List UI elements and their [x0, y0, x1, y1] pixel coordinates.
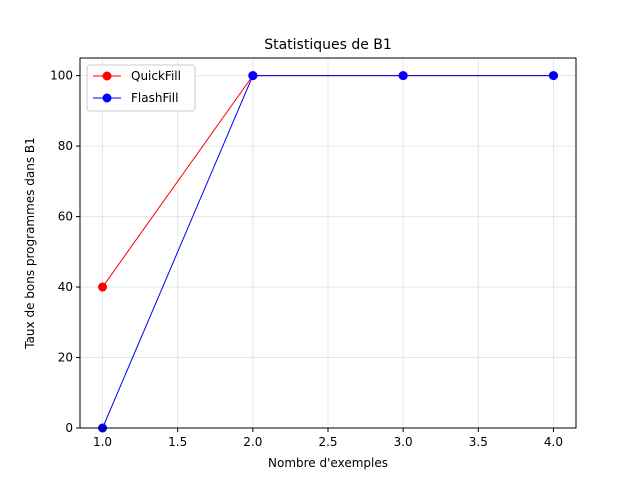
series-layer	[98, 71, 558, 433]
x-axis-label: Nombre d'exemples	[268, 456, 388, 470]
x-tick-label: 1.5	[168, 435, 187, 449]
y-tick-label: 100	[50, 69, 73, 83]
flashfill-point	[248, 71, 258, 81]
axis-ticks: 1.0 1.5 2.0 2.5 3.0 3.5 4.0 0 20 40 60 80 100	[50, 69, 563, 449]
quickfill-point	[98, 282, 108, 292]
x-tick-label: 3.5	[469, 435, 488, 449]
y-axis-label: Taux de bons programmes dans B1	[23, 137, 37, 350]
y-tick-label: 20	[58, 351, 73, 365]
flashfill-legend-marker	[102, 93, 112, 103]
x-tick-label: 2.0	[243, 435, 262, 449]
x-tick-label: 4.0	[544, 435, 563, 449]
flashfill-point	[548, 71, 558, 81]
x-tick-label: 1.0	[93, 435, 112, 449]
flashfill-point	[398, 71, 408, 81]
x-tick-label: 2.5	[318, 435, 337, 449]
quickfill-legend-marker	[102, 71, 112, 81]
y-tick-label: 40	[58, 280, 73, 294]
quickfill-legend-label: QuickFill	[131, 69, 181, 83]
y-tick-label: 0	[65, 421, 73, 435]
flashfill-line	[102, 75, 554, 429]
legend: QuickFill FlashFill	[86, 64, 196, 112]
y-tick-label: 60	[58, 210, 73, 224]
chart-title: Statistiques de B1	[264, 37, 392, 53]
y-tick-label: 80	[58, 139, 73, 153]
x-tick-label: 3.0	[394, 435, 413, 449]
flashfill-legend-label: FlashFill	[131, 91, 178, 105]
